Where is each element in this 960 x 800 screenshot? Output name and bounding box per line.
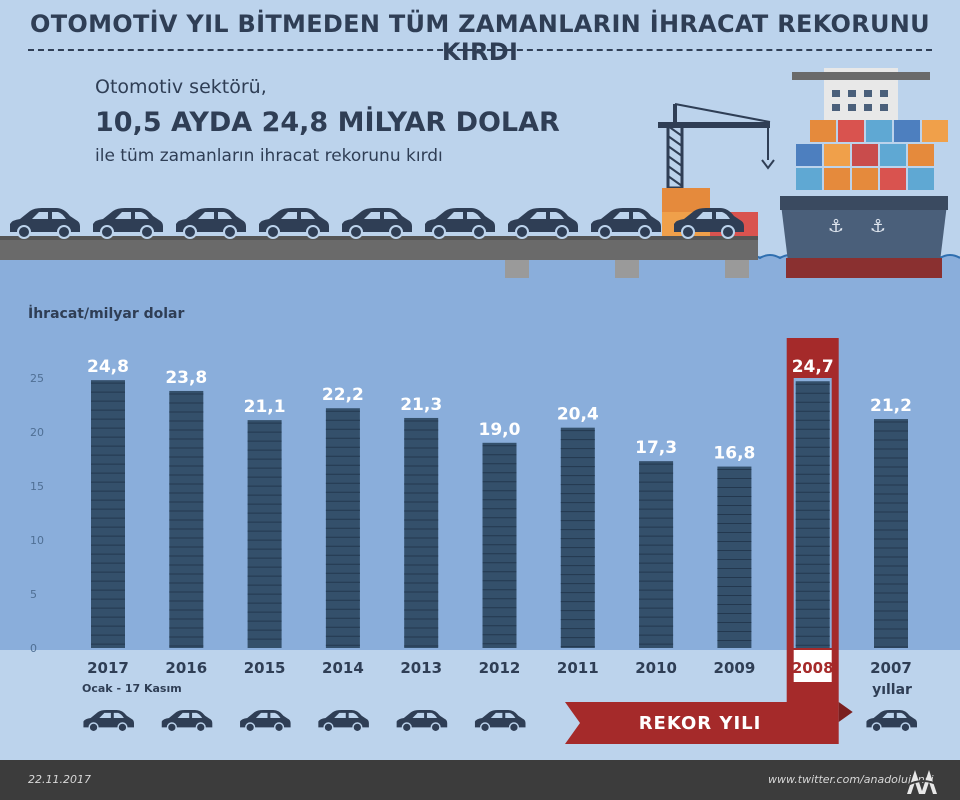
record-year-bg [793, 650, 832, 682]
y-tick-label: 15 [30, 480, 44, 493]
cargo-ship-illustration: ⚓ ⚓ [780, 68, 948, 278]
pier-car-icon [93, 208, 163, 239]
category-label-2010: 2010 [635, 659, 677, 677]
aa-logo-icon [905, 770, 941, 794]
y-tick-label: 0 [30, 642, 37, 655]
bar-2017 [91, 380, 125, 648]
intro-line-3: ile tüm zamanların ihracat rekorunu kırd… [95, 146, 443, 166]
pier-car-icon [591, 208, 661, 239]
pier-pillar [725, 260, 749, 278]
category-label-2013: 2013 [400, 659, 442, 677]
value-label-2009: 16,8 [713, 444, 755, 464]
y-tick-label: 25 [30, 372, 44, 385]
bar-2009 [717, 466, 752, 648]
year-car-icon [318, 710, 369, 733]
year-car-icon [396, 710, 448, 733]
intro-line-1: Otomotiv sektörü, [95, 76, 267, 98]
svg-text:⚓: ⚓ [870, 216, 886, 237]
bar-2013 [404, 417, 439, 648]
category-label-2015: 2015 [244, 659, 286, 677]
port-scene-illustration: ⚓ ⚓ [0, 68, 960, 300]
rekor-ribbon [565, 686, 839, 744]
footer-date: 22.11.2017 [28, 773, 91, 786]
pier-edge [0, 236, 758, 240]
rekor-yili-label: REKOR YILI [639, 713, 762, 734]
category-label-2007: 2007 [870, 659, 912, 677]
twitter-link[interactable]: www.twitter.com/anadolujansi [768, 773, 934, 786]
y-tick-label: 5 [30, 588, 37, 601]
pier-pillar [615, 260, 639, 278]
category-label-2009: 2009 [714, 659, 756, 677]
pier-car-icon [259, 208, 329, 239]
pier-car-icon [508, 208, 578, 239]
bar-2008 [795, 381, 830, 648]
bar-2012 [482, 442, 517, 648]
value-label-2008: 24,7 [792, 357, 834, 377]
value-label-2017: 24,8 [87, 357, 129, 377]
title-divider [28, 49, 932, 51]
pier-car-icon [342, 208, 412, 239]
y-tick-label: 20 [30, 426, 44, 439]
category-label-2008: 2008 [792, 659, 834, 677]
footer-bar: 22.11.2017 www.twitter.com/anadolujansi [0, 760, 960, 800]
bar-2015 [247, 420, 282, 648]
bar-2007 [874, 419, 908, 648]
value-label-2013: 21,3 [400, 395, 442, 415]
category-label-2011: 2011 [557, 659, 599, 677]
pier [0, 238, 758, 260]
page-title: OTOMOTİV YIL BİTMEDEN TÜM ZAMANLARIN İHR… [30, 10, 930, 66]
value-label-2014: 22,2 [322, 385, 364, 405]
year-car-icon [474, 710, 526, 733]
svg-text:⚓: ⚓ [828, 216, 844, 237]
year-car-icon [240, 710, 291, 733]
value-label-2016: 23,8 [165, 368, 207, 388]
category-label-2017: 2017 [87, 659, 129, 677]
category-label-2014: 2014 [322, 659, 364, 677]
y-tick-label: 10 [30, 534, 44, 547]
pier-car-icon [425, 208, 495, 239]
value-label-2011: 20,4 [557, 405, 599, 425]
pier-car-icon [176, 208, 246, 239]
value-label-2007: 21,2 [870, 396, 912, 416]
export-bar-chart: 0 5 10 15 20 25 REKOR YILI 24,8 2017 Ocak - 17 Ka… [0, 290, 960, 744]
value-label-2010: 17,3 [635, 438, 677, 458]
year-car-icon [83, 710, 134, 733]
pier-pillar [505, 260, 529, 278]
y-axis-label: İhracat/milyar dolar [28, 306, 185, 322]
pier-car-icon [10, 208, 80, 239]
category-note: Ocak - 17 Kasım [82, 682, 182, 695]
x-axis-label: yıllar [872, 682, 912, 698]
ribbon-fold [838, 702, 853, 722]
pier-car-icon [674, 208, 744, 239]
category-label-2012: 2012 [479, 659, 521, 677]
intro-headline: 10,5 AYDA 24,8 MİLYAR DOLAR [95, 107, 560, 138]
value-label-2015: 21,1 [244, 397, 286, 417]
crane-illustration [658, 103, 775, 190]
bar-2011 [560, 427, 595, 648]
year-car-icon [866, 710, 917, 733]
category-label-2016: 2016 [165, 659, 207, 677]
value-label-2012: 19,0 [479, 420, 521, 440]
year-car-icon [161, 710, 213, 733]
